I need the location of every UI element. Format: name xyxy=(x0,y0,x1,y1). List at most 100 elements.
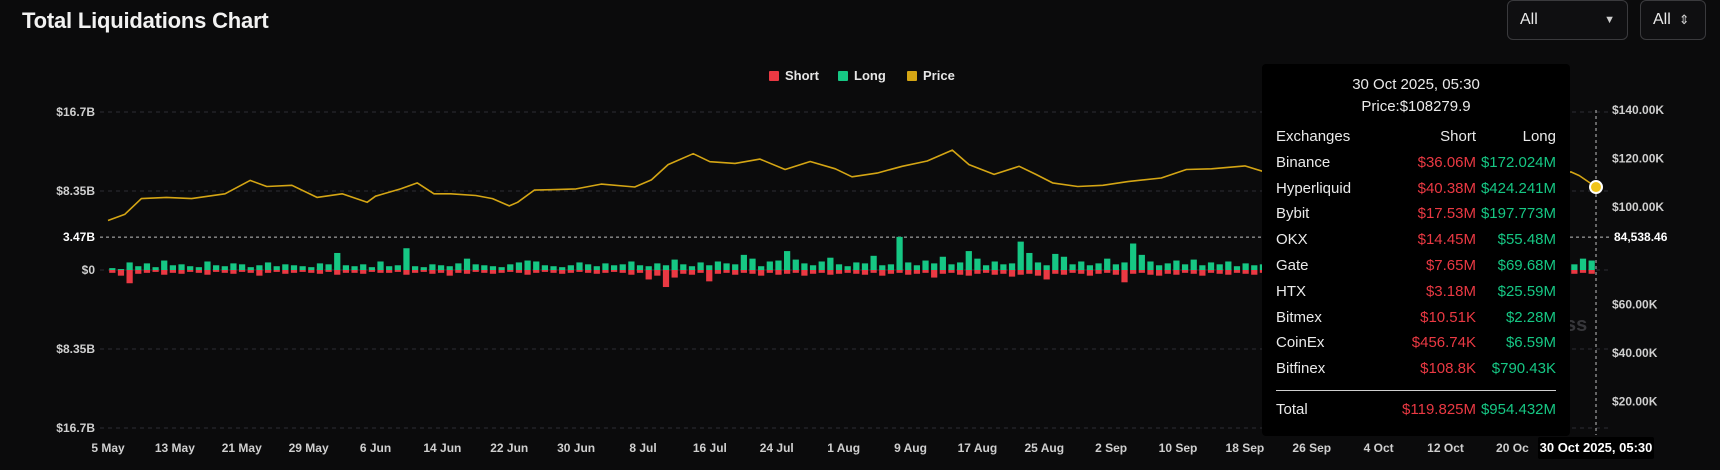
long-bar xyxy=(714,261,722,270)
short-bar xyxy=(844,270,851,273)
short-bar xyxy=(1251,270,1258,275)
tooltip-short-value: $36.06M xyxy=(1417,153,1476,171)
short-bar xyxy=(498,270,505,273)
short-bar xyxy=(922,270,929,273)
tooltip-long-value: $25.59M xyxy=(1497,282,1556,300)
short-bar xyxy=(1571,270,1578,274)
long-bar xyxy=(524,260,531,270)
long-bar xyxy=(178,264,185,270)
short-bar xyxy=(974,270,981,274)
short-bar xyxy=(394,270,401,272)
tooltip-price: Price:$108279.9 xyxy=(1361,98,1471,115)
long-bar xyxy=(1579,258,1587,270)
long-bar xyxy=(766,261,773,270)
long-bar xyxy=(507,264,514,270)
long-bar xyxy=(645,266,652,270)
long-bar xyxy=(386,266,393,270)
long-bar xyxy=(264,262,272,270)
long-bar xyxy=(221,266,228,270)
short-bar xyxy=(913,270,920,274)
crosshair-date-pill xyxy=(1538,437,1654,459)
short-bar xyxy=(1138,270,1145,273)
exchange-select[interactable]: All ▼ xyxy=(1507,0,1628,40)
long-bar xyxy=(533,261,540,270)
short-bar xyxy=(1000,270,1007,274)
tooltip-exchange-name: Binance xyxy=(1276,153,1331,171)
long-bar xyxy=(481,265,488,270)
tooltip-exchange-name: Bitfinex xyxy=(1276,360,1326,378)
long-bar xyxy=(593,266,600,270)
long-bar xyxy=(758,266,765,270)
long-bar xyxy=(723,263,730,270)
long-bar xyxy=(256,265,263,270)
short-bar xyxy=(931,270,938,278)
long-bar xyxy=(143,263,151,270)
long-bar xyxy=(187,266,194,270)
tooltip-row: Binance $36.06M $172.024M xyxy=(1276,150,1556,176)
short-bar xyxy=(169,270,176,273)
short-bar xyxy=(628,270,635,275)
tooltip-row: Hyperliquid $40.38M $424.241M xyxy=(1276,176,1556,202)
long-bar xyxy=(368,267,375,270)
short-bar xyxy=(593,270,600,274)
short-bar xyxy=(1147,270,1154,275)
short-bar xyxy=(559,270,566,274)
short-bar xyxy=(1207,270,1215,273)
tooltip-exchange-name: HTX xyxy=(1276,282,1306,300)
tooltip-row: Gate $7.65M $69.68M xyxy=(1276,253,1556,279)
tooltip-total-long: $954.432M xyxy=(1480,400,1556,418)
tooltip-short-value: $10.51K xyxy=(1420,308,1476,326)
tooltip-short-value: $7.65M xyxy=(1425,256,1476,274)
short-bar xyxy=(143,270,151,273)
short-bar xyxy=(1173,270,1180,275)
long-bar xyxy=(429,264,436,270)
long-bar xyxy=(1173,260,1180,270)
tooltip-short-value: $40.38M xyxy=(1417,179,1476,197)
up-down-chevron-icon: ⇕ xyxy=(1678,12,1690,27)
range-select[interactable]: All ⇕ xyxy=(1640,0,1706,40)
short-bar xyxy=(541,270,548,272)
short-bar xyxy=(308,270,315,273)
long-bar xyxy=(982,265,990,270)
long-bar xyxy=(1216,264,1223,270)
long-bar xyxy=(749,258,756,270)
x-axis-label: 5 May xyxy=(91,441,125,455)
tooltip-exchange-name: CoinEx xyxy=(1276,334,1325,352)
short-bar xyxy=(948,270,955,273)
long-bar xyxy=(550,266,557,270)
tooltip-row: Bybit $17.53M $197.773M xyxy=(1276,201,1556,227)
long-bar xyxy=(688,266,696,270)
x-axis-label: 2 Sep xyxy=(1095,441,1127,455)
short-bar xyxy=(187,270,194,272)
tooltip-header-exchanges: Exchanges xyxy=(1276,128,1351,145)
short-bar xyxy=(714,270,722,274)
long-bar xyxy=(784,251,791,270)
long-bar xyxy=(1026,252,1033,270)
short-bar xyxy=(1199,270,1206,276)
long-bar xyxy=(1043,265,1050,270)
tooltip-short-value: $17.53M xyxy=(1417,205,1476,223)
x-axis-label: 10 Sep xyxy=(1159,441,1198,455)
long-bar xyxy=(247,267,254,270)
long-bar xyxy=(273,266,280,270)
short-bar xyxy=(688,270,696,275)
short-bar xyxy=(662,270,670,288)
legend-swatch-long xyxy=(838,71,848,81)
short-bar xyxy=(515,270,523,273)
tooltip-exchange-name: Gate xyxy=(1276,256,1309,274)
long-bar xyxy=(1251,265,1258,270)
long-bar xyxy=(567,265,574,270)
long-bar xyxy=(1588,260,1595,270)
short-bar xyxy=(671,270,678,278)
short-bar xyxy=(619,270,626,273)
short-bar xyxy=(991,270,998,275)
x-axis-label: 20 Oc xyxy=(1496,441,1529,455)
short-bar xyxy=(861,270,869,275)
long-bar xyxy=(740,254,747,270)
tooltip-long-value: $6.59M xyxy=(1505,334,1556,352)
long-bar xyxy=(1121,262,1128,270)
long-bar xyxy=(204,261,211,270)
short-bar xyxy=(437,270,445,273)
page-title: Total Liquidations Chart xyxy=(22,8,269,33)
long-bar xyxy=(1181,264,1189,270)
